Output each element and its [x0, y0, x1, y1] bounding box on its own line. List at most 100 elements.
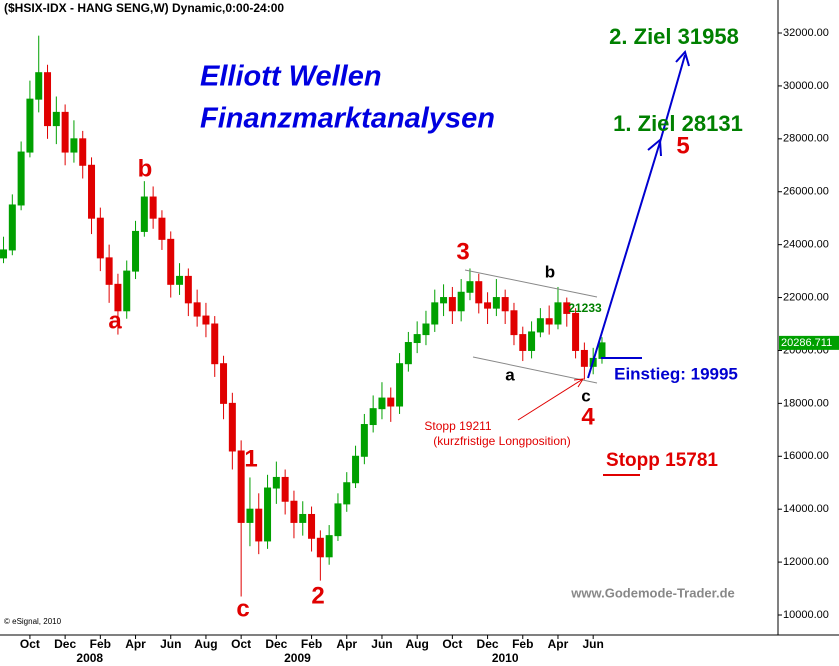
- candle-body: [510, 310, 518, 336]
- candle-body: [308, 513, 316, 539]
- candle-body: [352, 455, 360, 484]
- candle-body: [193, 302, 201, 317]
- x-tick-label: Jun: [371, 637, 392, 651]
- candle-body: [26, 98, 34, 153]
- arrow-head: [647, 137, 662, 157]
- target-label: 1. Ziel 28131: [613, 111, 743, 136]
- wave-label: b: [138, 155, 153, 182]
- candle-body: [61, 111, 69, 153]
- x-tick-label: Oct: [442, 637, 462, 651]
- candle-body: [96, 217, 104, 259]
- channel-line: [472, 356, 598, 384]
- candle-body: [149, 196, 157, 219]
- candle-body: [501, 297, 509, 312]
- candle-body: [211, 323, 219, 365]
- candle-body: [220, 363, 228, 404]
- x-tick-label: Apr: [125, 637, 146, 651]
- x-tick-label: Dec: [54, 637, 76, 651]
- x-tick-label: Apr: [548, 637, 569, 651]
- candle-body: [554, 302, 562, 325]
- x-tick-label: Apr: [336, 637, 357, 651]
- x-tick-label: Aug: [194, 637, 217, 651]
- x-tick-label: Oct: [231, 637, 251, 651]
- y-tick-label: 26000.00: [783, 186, 829, 198]
- x-tick-label: Feb: [301, 637, 322, 651]
- last-price-box: [779, 335, 839, 350]
- y-tick-label: 12000.00: [783, 556, 829, 568]
- candle-body: [35, 72, 43, 100]
- candle-body: [132, 230, 140, 272]
- wave-label: 1: [244, 445, 257, 472]
- candle-body: [316, 537, 324, 558]
- candle-body: [299, 513, 307, 523]
- candle-body: [466, 281, 474, 293]
- candle-body: [44, 72, 52, 127]
- copyright: © eSignal, 2010: [4, 617, 62, 626]
- candle-body: [440, 297, 448, 304]
- x-tick-label: Jun: [160, 637, 181, 651]
- arrow-head: [573, 378, 584, 388]
- candle-body: [431, 302, 439, 325]
- candle-body: [105, 257, 113, 285]
- wave-label: a: [108, 307, 122, 334]
- candle-body: [272, 476, 280, 489]
- candle-body: [264, 487, 272, 542]
- candle-body: [343, 482, 351, 505]
- candle-body: [281, 476, 289, 502]
- candle-body: [246, 508, 254, 523]
- candle-body: [396, 363, 404, 407]
- channel-line: [464, 269, 598, 298]
- wave-label: 2: [311, 582, 324, 609]
- wave-label: 3: [456, 238, 469, 265]
- wave-label: 4: [581, 403, 595, 430]
- x-tick-label: Jun: [583, 637, 604, 651]
- x-tick-label: Oct: [20, 637, 40, 651]
- candle-body: [545, 318, 553, 325]
- y-tick-label: 10000.00: [783, 609, 829, 621]
- candle-body: [492, 297, 500, 309]
- target-label: 2. Ziel 31958: [609, 24, 739, 49]
- y-tick-label: 28000.00: [783, 133, 829, 145]
- stop-label: Stopp 19211: [424, 419, 491, 433]
- candle-body: [79, 138, 87, 166]
- year-label: 2009: [284, 651, 311, 665]
- chart-title: ($HSIX-IDX - HANG SENG,W) Dynamic,0:00-2…: [4, 1, 284, 15]
- year-label: 2008: [76, 651, 103, 665]
- candle-body: [17, 151, 25, 206]
- headline: Finanzmarktanalysen: [200, 103, 495, 135]
- candle-body: [369, 408, 377, 426]
- candle-body: [475, 281, 483, 304]
- candle-body: [536, 318, 544, 333]
- watermark: www.Godemode-Trader.de: [570, 585, 735, 600]
- candle-body: [404, 342, 412, 365]
- headline: Elliott Wellen: [200, 61, 382, 93]
- wave-label: 5: [676, 132, 689, 159]
- candle-body: [202, 315, 210, 325]
- candle-body: [8, 204, 16, 251]
- candle-body: [255, 508, 263, 542]
- candle-body: [52, 111, 60, 127]
- y-tick-label: 22000.00: [783, 291, 829, 303]
- candle-body: [448, 297, 456, 312]
- y-tick-label: 24000.00: [783, 239, 829, 251]
- candle-body: [114, 283, 122, 312]
- candle-body: [0, 249, 8, 259]
- last-price-label: 20286.711: [781, 337, 832, 349]
- candle-body: [387, 397, 395, 407]
- x-tick-label: Aug: [405, 637, 428, 651]
- y-tick-label: 18000.00: [783, 397, 829, 409]
- candle-body: [140, 196, 148, 232]
- candle-body: [237, 450, 245, 523]
- candle-body: [360, 424, 368, 457]
- x-tick-label: Dec: [265, 637, 287, 651]
- stop-note: (kurzfristige Longposition): [433, 434, 570, 448]
- y-tick-label: 16000.00: [783, 450, 829, 462]
- wave-label: a: [505, 365, 515, 384]
- candle-body: [167, 238, 175, 285]
- stop-label: Stopp 15781: [606, 450, 718, 471]
- candle-body: [457, 291, 465, 312]
- x-tick-label: Feb: [90, 637, 111, 651]
- year-label: 2010: [492, 651, 519, 665]
